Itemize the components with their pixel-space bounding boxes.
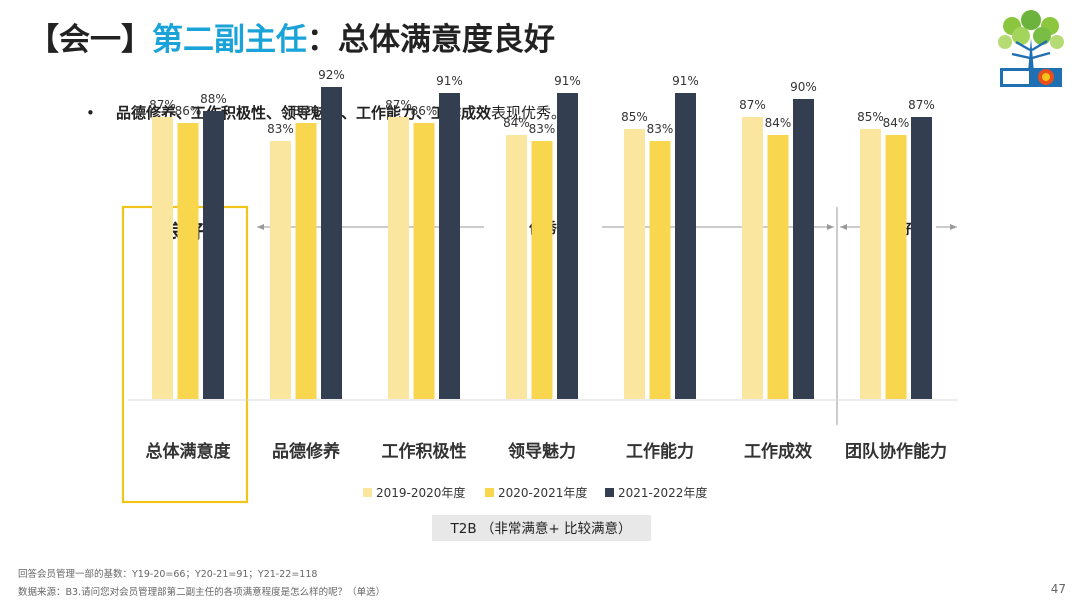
legend-swatch-2 [485,488,494,497]
value-label-5-2: 83% [647,122,674,136]
legend-swatch-1 [363,488,372,497]
value-label-2-2: 86% [293,104,320,118]
category-label-4: 领导魅力 [508,441,576,462]
category-label-3: 工作积极性 [382,441,467,462]
value-label-1-3: 88% [200,92,227,106]
value-label-4-1: 84% [503,116,530,130]
xlabel-box [432,515,651,541]
value-label-5-3: 91% [672,74,699,88]
value-label-5-1: 85% [621,110,648,124]
bar-5-series-3 [675,93,696,399]
tree-logo-icon [998,10,1064,87]
bar-6-series-3 [793,99,814,399]
source-note: 数据来源：B3.请问您对会员管理部第二副主任的各项满意程度是怎么样的呢？（单选） [18,587,386,598]
bar-2-series-3 [321,87,342,399]
bar-3-series-2 [413,123,435,399]
legend-label-1: 2019-2020年度 [376,485,465,500]
value-label-3-2: 86% [411,104,438,118]
bullet-rest-text: 表现优秀。 [491,104,567,122]
value-label-1-1: 87% [149,98,176,112]
legend-swatch-3 [605,488,614,497]
bar-1-series-1 [152,117,173,399]
bar-7-series-2 [885,135,907,399]
bar-3-series-3 [439,93,460,399]
page-number: 47 [1050,582,1066,596]
page-title: 【会一】第二副主任：总体满意度良好 [28,14,555,59]
value-label-7-3: 87% [908,98,935,112]
category-label-5: 工作能力 [626,441,694,462]
category-label-1: 总体满意度 [146,441,232,462]
title-rest: ：总体满意度良好 [307,22,555,58]
bar-7-series-3 [911,117,932,399]
category-label-6: 工作成效 [744,441,812,462]
bar-5-series-1 [624,129,645,399]
bar-4-series-2 [531,141,553,399]
bar-1-series-2 [177,123,199,399]
category-label-7: 团队协作能力 [845,441,947,462]
good-arrow-right-head [950,224,957,230]
title-highlight: 第二副主任 [152,22,307,58]
bar-2-series-1 [270,141,291,399]
excellent-arrow-left-head [257,224,264,230]
bar-7-series-1 [860,129,881,399]
value-label-6-2: 84% [765,116,792,130]
excellent-arrow-right-head [827,224,834,230]
bar-2-series-2 [295,123,317,399]
category-label-2: 品德修养 [272,441,341,462]
bar-5-series-2 [649,141,671,399]
bar-6-series-2 [767,135,789,399]
legend-label-3: 2021-2022年度 [618,485,707,500]
value-label-2-1: 83% [267,122,294,136]
bullet-dot: • [86,104,95,122]
x-axis-label: T2B （非常满意+ 比较满意） [450,520,632,537]
value-label-6-1: 87% [739,98,766,112]
value-label-4-3: 91% [554,74,581,88]
bar-6-series-1 [742,117,763,399]
base-note: 回答会员管理一部的基数：Y19-20=66；Y20-21=91；Y21-22=1… [18,569,318,580]
bar-3-series-1 [388,117,409,399]
value-label-7-2: 84% [883,116,910,130]
bar-1-series-3 [203,111,224,399]
legend-label-2: 2020-2021年度 [498,485,587,500]
value-label-3-1: 87% [385,98,412,112]
value-label-7-1: 85% [857,110,884,124]
value-label-3-3: 91% [436,74,463,88]
value-label-4-2: 83% [529,122,556,136]
title-bracket: 【会一】 [28,22,152,58]
value-label-6-3: 90% [790,80,817,94]
value-label-1-2: 86% [175,104,202,118]
good-arrow-left-head [840,224,847,230]
bar-4-series-1 [506,135,527,399]
bar-4-series-3 [557,93,578,399]
value-label-2-3: 92% [318,68,345,82]
